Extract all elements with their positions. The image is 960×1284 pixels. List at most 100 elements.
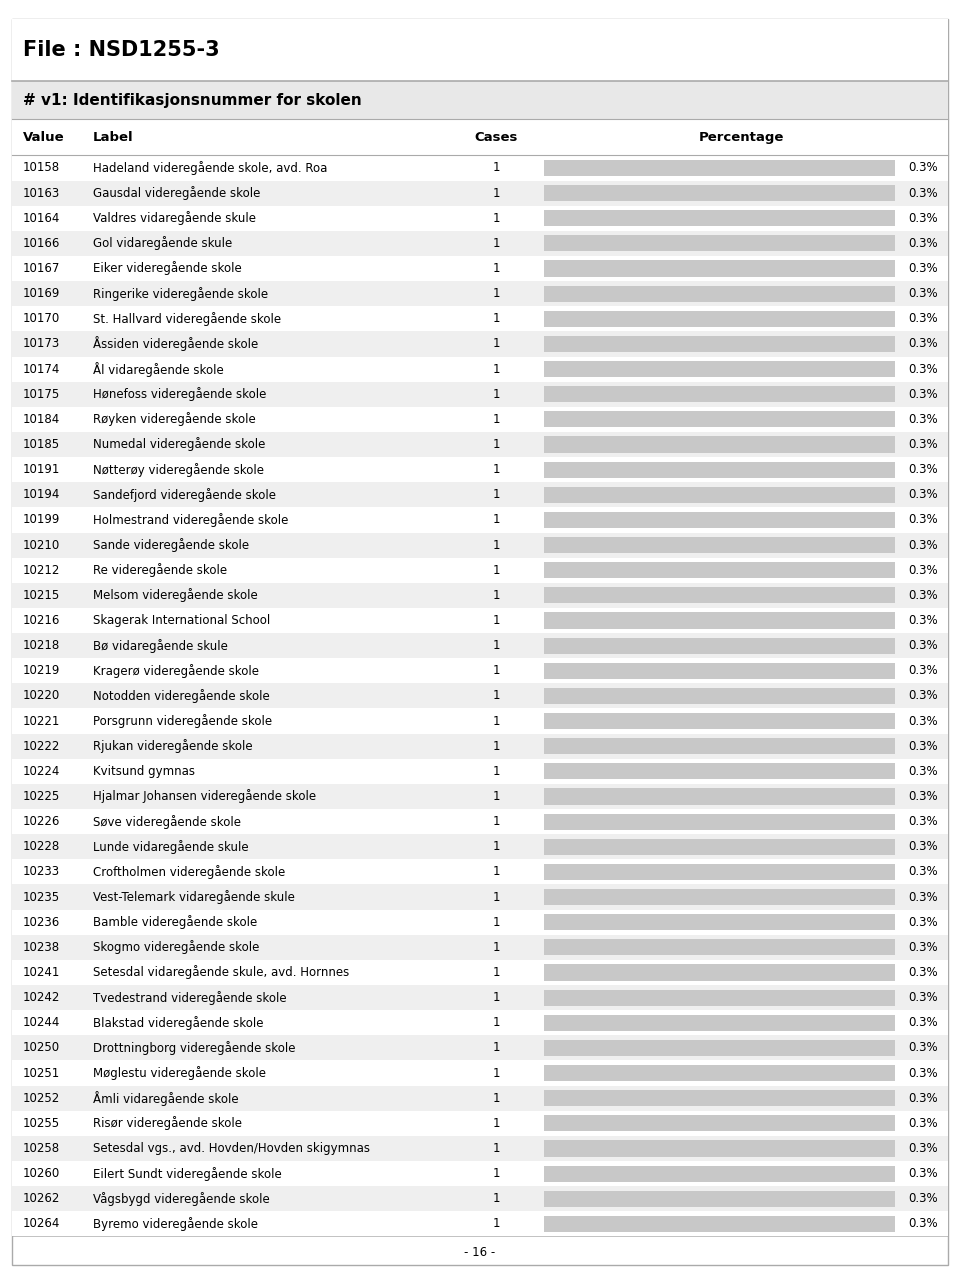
Text: 0.3%: 0.3% <box>908 288 938 300</box>
Text: 1: 1 <box>492 488 500 501</box>
Text: 1: 1 <box>492 840 500 854</box>
Text: Notodden videregående skole: Notodden videregående skole <box>93 690 270 702</box>
Text: File : NSD1255-3: File : NSD1255-3 <box>23 40 220 60</box>
Text: 0.3%: 0.3% <box>908 966 938 978</box>
Text: 1: 1 <box>492 941 500 954</box>
Text: 10184: 10184 <box>23 413 60 426</box>
Bar <box>544 638 895 654</box>
Text: Lunde vidaregående skule: Lunde vidaregående skule <box>93 840 249 854</box>
Text: 1: 1 <box>492 690 500 702</box>
Text: 10170: 10170 <box>23 312 60 325</box>
Text: 0.3%: 0.3% <box>908 1217 938 1230</box>
Text: Nøtterøy videregående skole: Nøtterøy videregående skole <box>93 462 264 476</box>
Text: 10236: 10236 <box>23 915 60 928</box>
Text: 0.3%: 0.3% <box>908 941 938 954</box>
Text: 0.3%: 0.3% <box>908 488 938 501</box>
Text: 0.3%: 0.3% <box>908 1193 938 1206</box>
Text: Holmestrand videregående skole: Holmestrand videregående skole <box>93 512 289 526</box>
Text: 10224: 10224 <box>23 765 60 778</box>
Text: 10262: 10262 <box>23 1193 60 1206</box>
Text: 1: 1 <box>492 1091 500 1104</box>
Bar <box>12 885 948 909</box>
Bar <box>544 1216 895 1231</box>
Bar <box>544 361 895 377</box>
Text: 0.3%: 0.3% <box>908 614 938 627</box>
Text: 1: 1 <box>492 538 500 552</box>
Bar <box>544 688 895 704</box>
Text: Valdres vidaregående skule: Valdres vidaregående skule <box>93 212 256 225</box>
Text: 1: 1 <box>492 1193 500 1206</box>
Text: 0.3%: 0.3% <box>908 664 938 677</box>
Bar <box>12 155 948 181</box>
Text: 1: 1 <box>492 589 500 602</box>
Bar <box>12 785 948 809</box>
Text: 0.3%: 0.3% <box>908 413 938 426</box>
Bar <box>12 583 948 607</box>
Bar <box>12 607 948 633</box>
Text: 10215: 10215 <box>23 589 60 602</box>
Text: 10219: 10219 <box>23 664 60 677</box>
Text: 10158: 10158 <box>23 162 60 175</box>
Text: 10210: 10210 <box>23 538 60 552</box>
Text: 1: 1 <box>492 765 500 778</box>
Text: 1: 1 <box>492 413 500 426</box>
Text: 0.3%: 0.3% <box>908 1141 938 1156</box>
Bar <box>12 381 948 407</box>
Text: 0.3%: 0.3% <box>908 740 938 752</box>
Bar <box>544 864 895 880</box>
Text: Croftholmen videregående skole: Croftholmen videregående skole <box>93 865 285 880</box>
Text: 10250: 10250 <box>23 1041 60 1054</box>
Bar <box>544 889 895 905</box>
Text: 1: 1 <box>492 186 500 199</box>
Bar <box>12 1086 948 1111</box>
Bar <box>12 1211 948 1236</box>
Text: Percentage: Percentage <box>699 131 783 144</box>
Text: Setesdal vidaregående skule, avd. Hornnes: Setesdal vidaregående skule, avd. Hornne… <box>93 966 349 980</box>
Bar <box>12 331 948 357</box>
Bar <box>12 935 948 960</box>
Text: 0.3%: 0.3% <box>908 840 938 854</box>
Text: 0.3%: 0.3% <box>908 1167 938 1180</box>
Bar <box>544 211 895 226</box>
Text: 1: 1 <box>492 664 500 677</box>
Text: 0.3%: 0.3% <box>908 1117 938 1130</box>
Bar <box>544 487 895 503</box>
Bar <box>12 633 948 659</box>
Bar <box>544 940 895 955</box>
Text: 10260: 10260 <box>23 1167 60 1180</box>
Text: 0.3%: 0.3% <box>908 865 938 878</box>
Text: 10222: 10222 <box>23 740 60 752</box>
Text: 10225: 10225 <box>23 790 60 802</box>
Text: - 16 -: - 16 - <box>465 1245 495 1258</box>
Text: 10221: 10221 <box>23 715 60 728</box>
Text: Porsgrunn videregående skole: Porsgrunn videregående skole <box>93 714 273 728</box>
Bar <box>544 990 895 1005</box>
Text: Hjalmar Johansen videregående skole: Hjalmar Johansen videregående skole <box>93 790 316 804</box>
Bar <box>544 663 895 679</box>
Text: Vågsbygd videregående skole: Vågsbygd videregående skole <box>93 1192 270 1206</box>
Text: Åssiden videregående skole: Åssiden videregående skole <box>93 336 258 352</box>
Bar <box>544 160 895 176</box>
Text: 1: 1 <box>492 362 500 376</box>
Bar <box>544 964 895 981</box>
Text: Ål vidaregående skole: Ål vidaregående skole <box>93 362 224 376</box>
Bar <box>12 859 948 885</box>
Bar <box>12 1035 948 1061</box>
Bar <box>544 1014 895 1031</box>
Text: 1: 1 <box>492 715 500 728</box>
Text: Skogmo videregående skole: Skogmo videregående skole <box>93 940 259 954</box>
Text: 10173: 10173 <box>23 338 60 351</box>
Text: 0.3%: 0.3% <box>908 1016 938 1030</box>
Text: 0.3%: 0.3% <box>908 212 938 225</box>
Text: # v1: Identifikasjonsnummer for skolen: # v1: Identifikasjonsnummer for skolen <box>23 92 362 108</box>
Text: Melsom videregående skole: Melsom videregående skole <box>93 588 258 602</box>
Text: 1: 1 <box>492 212 500 225</box>
Text: 10241: 10241 <box>23 966 60 978</box>
Text: 0.3%: 0.3% <box>908 589 938 602</box>
Text: 0.3%: 0.3% <box>908 564 938 577</box>
Text: 1: 1 <box>492 891 500 904</box>
Text: Cases: Cases <box>474 131 518 144</box>
Text: Blakstad videregående skole: Blakstad videregående skole <box>93 1016 264 1030</box>
Bar <box>544 562 895 578</box>
Bar <box>12 407 948 431</box>
